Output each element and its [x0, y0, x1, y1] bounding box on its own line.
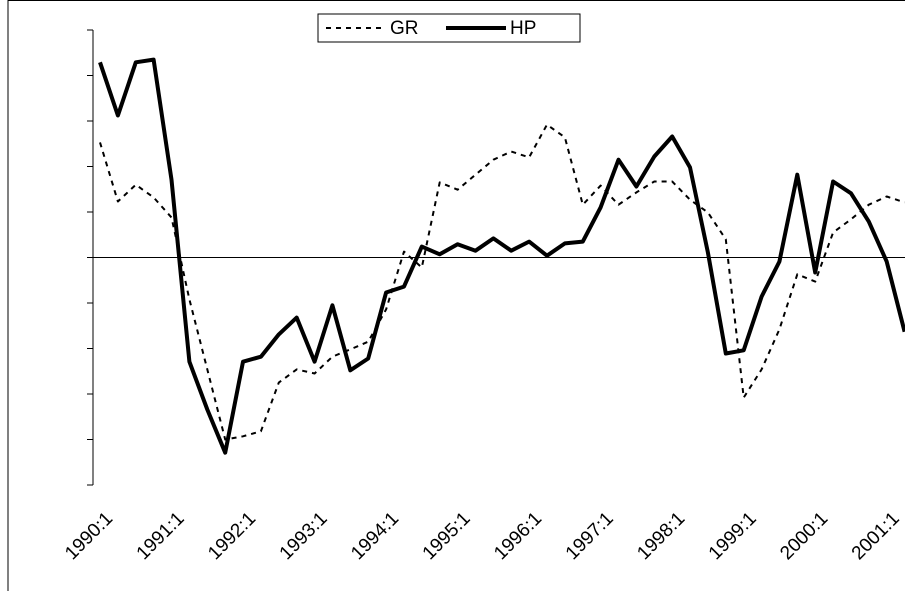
x-tick-label: 1993:1	[276, 508, 332, 564]
x-tick-label: 1990:1	[61, 508, 117, 564]
series-line	[99, 123, 905, 441]
series-line	[98, 57, 905, 455]
x-tick-label: 1992:1	[204, 508, 260, 564]
x-tick-label: 1991:1	[133, 508, 189, 564]
x-tick-label: 1995:1	[419, 508, 475, 564]
x-tick-label: 1999:1	[705, 508, 761, 564]
x-tick-label: 2001:1	[848, 508, 904, 564]
legend-label: HP	[510, 18, 536, 39]
x-tick-label: 1998:1	[633, 508, 689, 564]
legend-label: GR	[390, 18, 419, 39]
x-tick-label: 1997:1	[562, 508, 618, 564]
x-tick-label: 1996:1	[490, 508, 546, 564]
x-tick-label: 2000:1	[776, 508, 832, 564]
x-tick-label: 1994:1	[347, 508, 403, 564]
